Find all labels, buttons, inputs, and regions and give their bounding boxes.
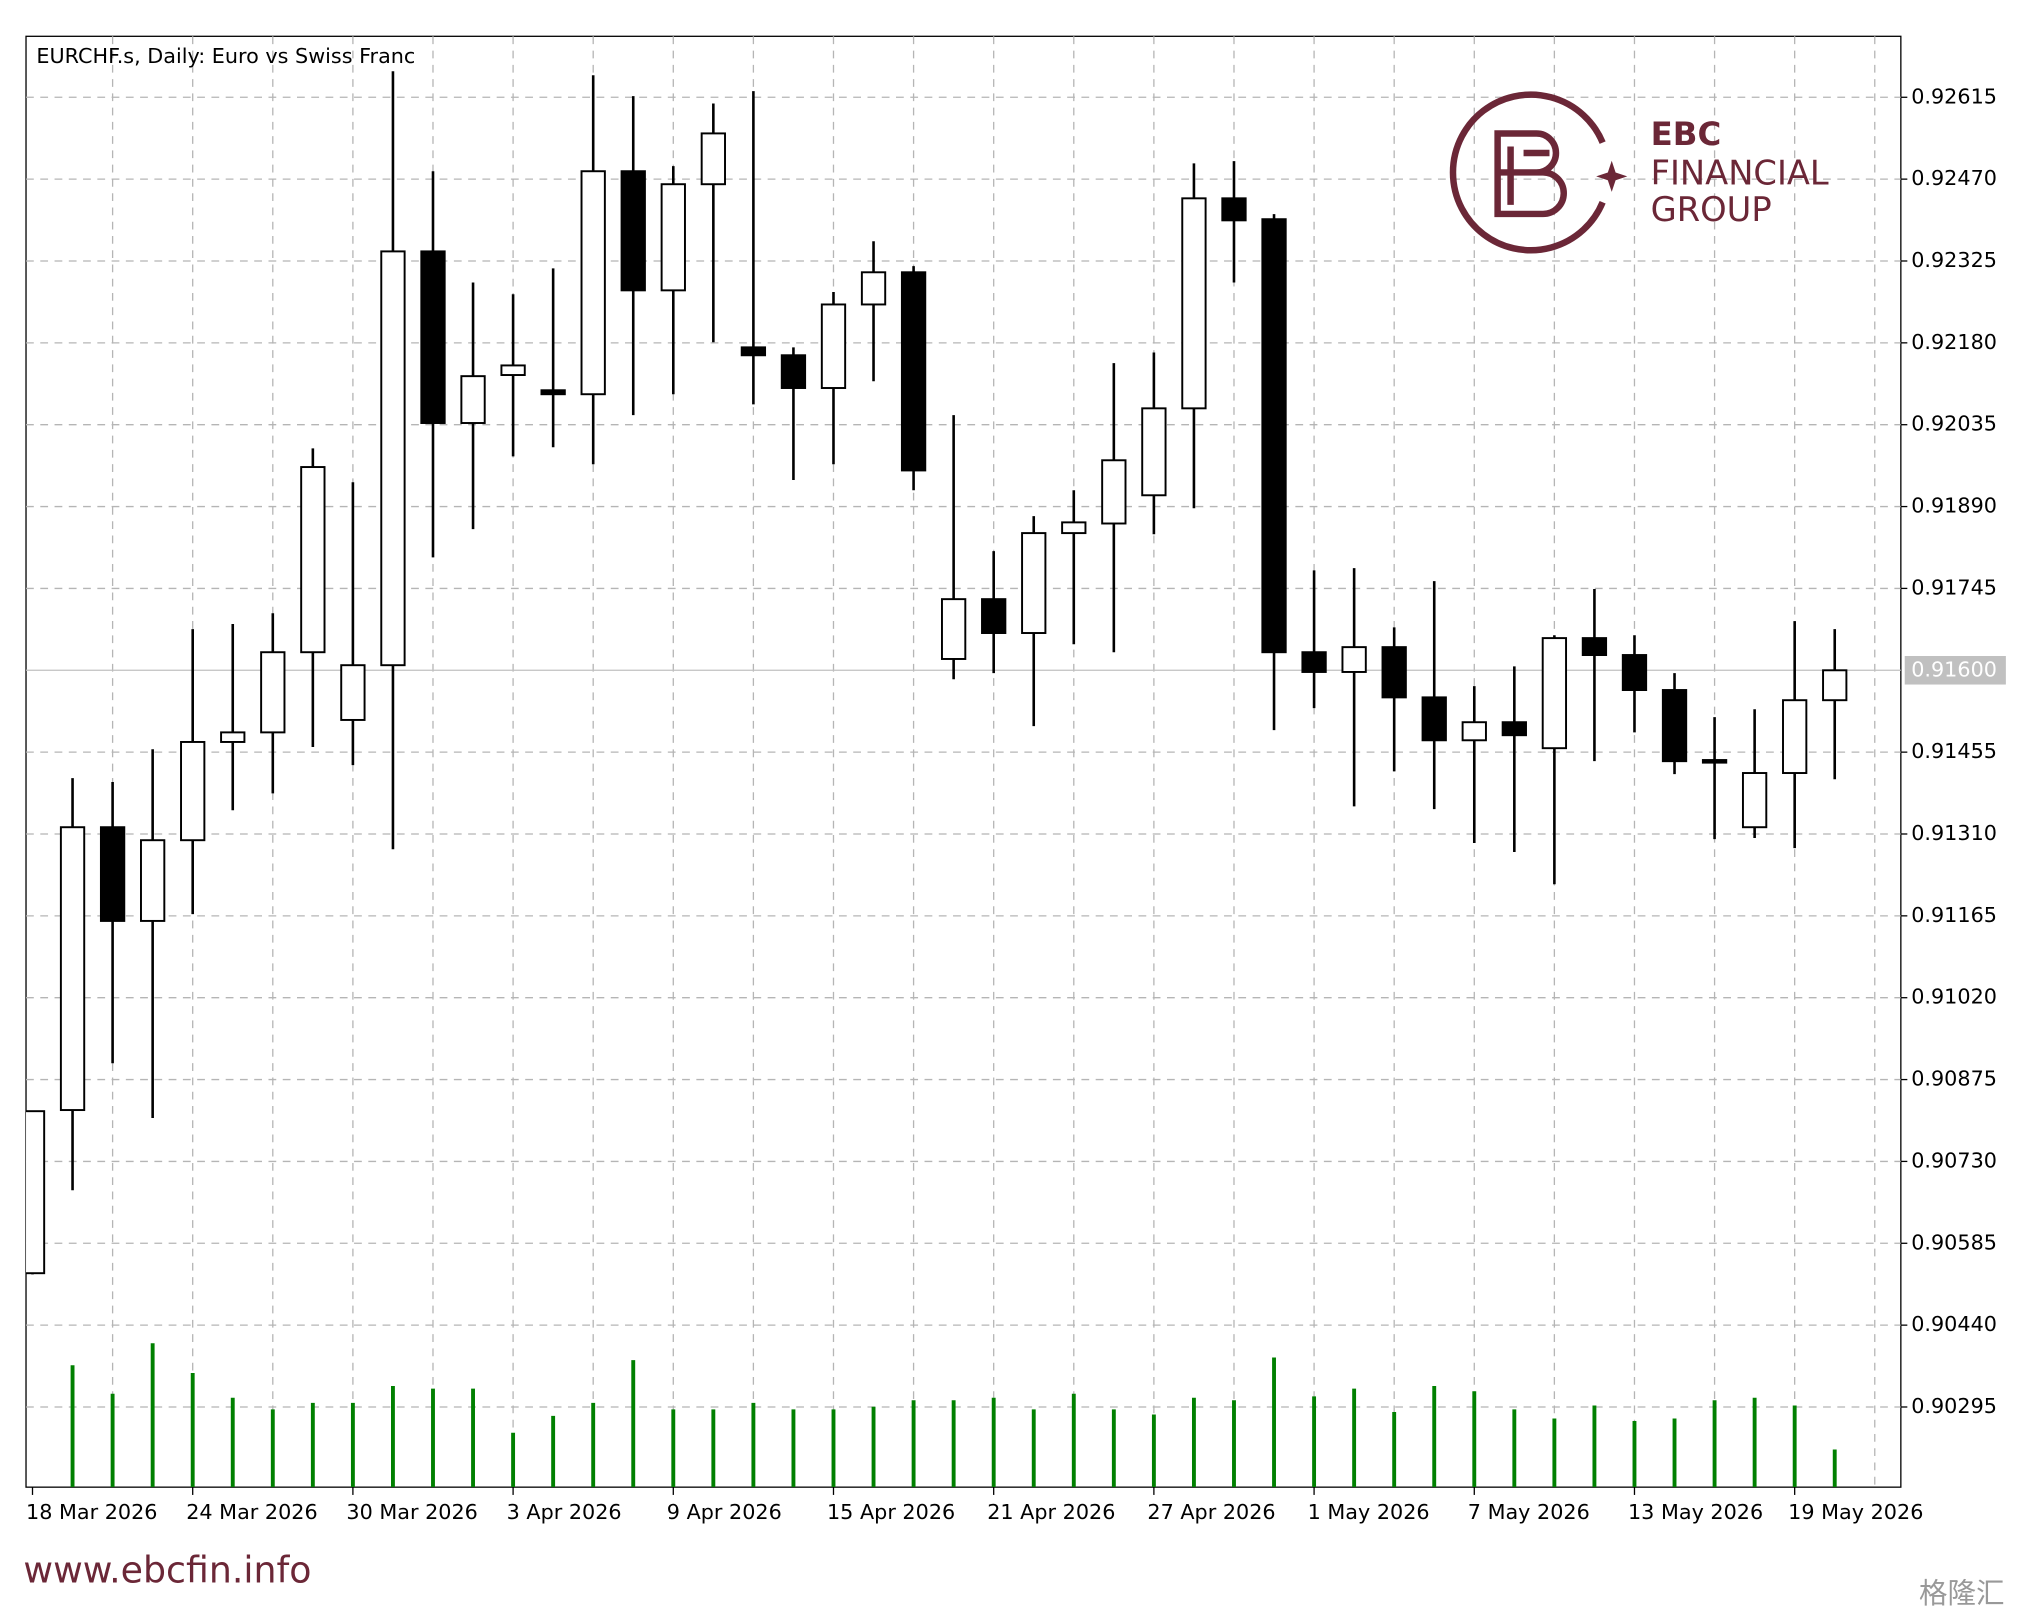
- candle-body: [780, 354, 807, 389]
- candle-body: [140, 839, 166, 922]
- x-tick-label: 27 Apr 2026: [1147, 1500, 1275, 1524]
- candle-body: [660, 183, 686, 292]
- x-tick-label: 7 May 2026: [1468, 1500, 1590, 1524]
- chart-title: EURCHF.s, Daily: Euro vs Swiss Franc: [36, 44, 415, 68]
- logo-star: [1596, 160, 1628, 192]
- y-tick-label: 0.90585: [1911, 1230, 1997, 1254]
- x-tick-label: 21 Apr 2026: [987, 1500, 1115, 1524]
- candle-body: [900, 271, 927, 472]
- candle-body: [1822, 669, 1848, 702]
- candle-body: [860, 271, 887, 306]
- candle-body: [420, 250, 446, 424]
- candle-body: [1101, 459, 1127, 525]
- y-tick-label: 0.90730: [1911, 1148, 1997, 1172]
- plot-frame: [25, 35, 1902, 1488]
- y-tick-label: 0.92470: [1911, 166, 1997, 190]
- current-price-label: 0.91600: [1911, 657, 1997, 681]
- candle-body: [1501, 721, 1527, 737]
- grid: [26, 36, 1901, 1488]
- candle-body: [59, 826, 86, 1112]
- axes: 0.92615 0.92470 0.92325 0.92180 0.92035 0.918…: [26, 84, 2006, 1524]
- y-tick-label: 0.92615: [1911, 84, 1997, 108]
- candle-body: [1741, 772, 1768, 829]
- candle-body: [300, 466, 326, 654]
- candle-body: [540, 389, 566, 396]
- candle-body: [1461, 721, 1487, 742]
- candle-body: [26, 1110, 46, 1275]
- candle-body: [1181, 197, 1207, 410]
- candle-body: [1621, 654, 1648, 692]
- candle-body: [180, 740, 206, 842]
- x-tick-label: 9 Apr 2026: [667, 1500, 782, 1524]
- y-tick-label: 0.91890: [1911, 494, 1997, 518]
- y-tick-label: 0.91020: [1911, 985, 1997, 1009]
- candle-body: [981, 598, 1007, 634]
- x-tick-label: 30 Mar 2026: [346, 1500, 477, 1524]
- candle-body: [1261, 218, 1287, 654]
- candle-body: [1021, 532, 1047, 634]
- brand-name: EBC: [1651, 115, 1722, 153]
- candle-body: [220, 731, 246, 743]
- watermark: 格隆汇: [1919, 1577, 2005, 1610]
- x-tick-label: 13 May 2026: [1628, 1500, 1763, 1524]
- candle-body: [1541, 637, 1568, 750]
- candle-body: [940, 598, 967, 660]
- y-tick-label: 0.91310: [1911, 821, 1997, 845]
- candle-body: [620, 170, 646, 292]
- candle-body: [1141, 407, 1167, 497]
- website: www.ebcfin.info: [23, 1549, 311, 1592]
- x-tick-label: 24 Mar 2026: [186, 1500, 317, 1524]
- x-tick-label: 3 Apr 2026: [507, 1500, 622, 1524]
- candle-body: [1301, 651, 1327, 673]
- brand-line: FINANCIAL: [1651, 154, 1829, 193]
- candle-body: [500, 364, 526, 376]
- y-tick-label: 0.92035: [1911, 412, 1997, 436]
- plot-area: [26, 71, 1848, 1488]
- candle-body: [740, 346, 767, 357]
- y-tick-label: 0.90295: [1911, 1394, 1997, 1418]
- candle-body: [260, 651, 286, 734]
- x-tick-label: 15 Apr 2026: [827, 1500, 955, 1524]
- y-tick-label: 0.91745: [1911, 575, 1997, 599]
- brand-line: GROUP: [1651, 190, 1772, 229]
- x-tick-label: 19 May 2026: [1788, 1500, 1923, 1524]
- candle-body: [1221, 197, 1247, 222]
- candle-body: [820, 303, 847, 389]
- candle-body: [1581, 637, 1608, 657]
- candle-body: [1421, 696, 1447, 742]
- y-tick-label: 0.91455: [1911, 739, 1997, 763]
- candle-body: [1701, 759, 1728, 764]
- candle-body: [1341, 646, 1367, 673]
- brand-logo: EBC FINANCIAL GROUP: [1449, 91, 1829, 254]
- candle-body: [700, 132, 726, 186]
- candle-body: [99, 826, 126, 922]
- candle-body: [380, 250, 406, 667]
- y-tick-label: 0.92180: [1911, 330, 1997, 354]
- candle-body: [1661, 689, 1688, 763]
- y-tick-label: 0.90875: [1911, 1067, 1997, 1091]
- x-tick-label: 1 May 2026: [1308, 1500, 1430, 1524]
- logo-ring: [1449, 91, 1606, 254]
- x-tick-label: 18 Mar 2026: [26, 1500, 157, 1524]
- y-tick-label: 0.91165: [1911, 903, 1997, 927]
- y-tick-label: 0.92325: [1911, 248, 1997, 272]
- candle-body: [340, 664, 366, 721]
- candle-body: [1381, 646, 1407, 699]
- y-tick-label: 0.90440: [1911, 1312, 1997, 1336]
- candle-body: [460, 375, 486, 424]
- current-price-box: [1904, 656, 2006, 685]
- logo-monogram: [1494, 130, 1567, 218]
- candle-body: [580, 170, 606, 396]
- candle-body: [1061, 521, 1087, 535]
- candle-body: [1782, 699, 1808, 774]
